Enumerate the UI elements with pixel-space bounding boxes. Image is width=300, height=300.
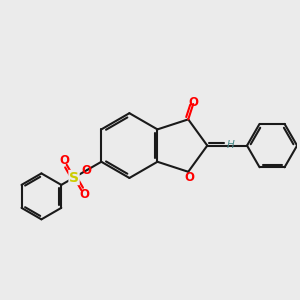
Text: O: O xyxy=(79,188,89,201)
Text: S: S xyxy=(69,170,79,184)
Text: O: O xyxy=(184,171,194,184)
Text: O: O xyxy=(59,154,69,167)
Text: H: H xyxy=(227,140,235,150)
Text: O: O xyxy=(189,96,199,109)
Text: O: O xyxy=(82,164,92,177)
